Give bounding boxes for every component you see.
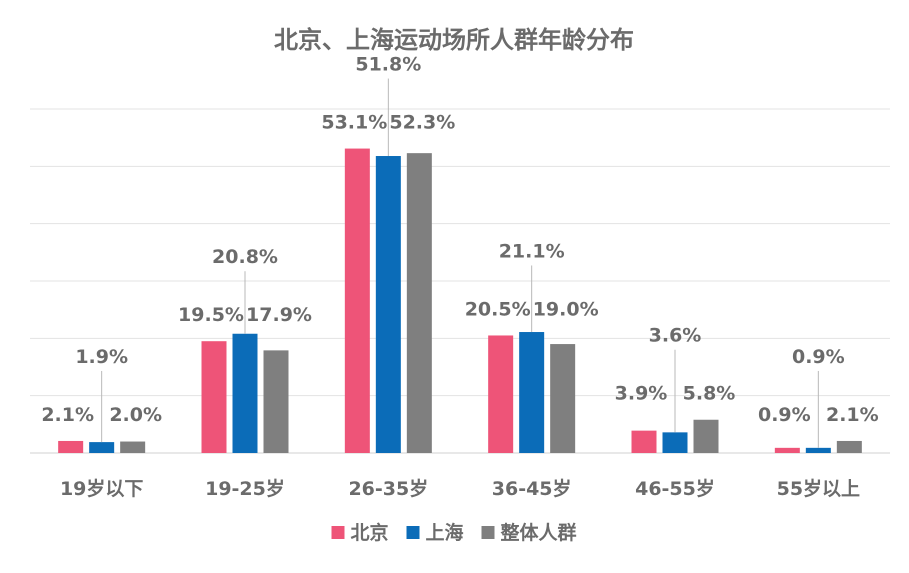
bar-整体人群-19-25岁 xyxy=(263,350,289,453)
data-label: 3.6% xyxy=(649,325,702,347)
data-label: 0.9% xyxy=(758,404,811,426)
data-label: 19.5% xyxy=(178,304,244,326)
bar-北京-19岁以下 xyxy=(58,440,84,453)
legend-label-上海: 上海 xyxy=(425,521,463,544)
data-label: 52.3% xyxy=(389,112,455,134)
legend-swatch-北京 xyxy=(331,526,345,539)
x-tick-label: 26-35岁 xyxy=(348,477,428,500)
data-label: 0.9% xyxy=(792,346,845,368)
legend: 北京 上海 整体人群 xyxy=(331,521,577,544)
data-label: 2.1% xyxy=(826,404,879,426)
bars xyxy=(58,148,862,453)
bar-整体人群-46-55岁 xyxy=(693,419,719,453)
legend-label-整体人群: 整体人群 xyxy=(501,521,577,544)
bar-整体人群-55岁以上 xyxy=(836,440,862,453)
bar-整体人群-19岁以下 xyxy=(120,441,146,453)
bar-北京-19-25岁 xyxy=(201,341,227,453)
data-labels: 2.1% 2.0% 1.9% 19.5% 17.9% 20.8% 53.1% 52.3% 51.… xyxy=(41,54,879,448)
data-label: 3.9% xyxy=(615,383,668,405)
data-label: 2.1% xyxy=(41,404,94,426)
bar-北京-46-55岁 xyxy=(631,430,657,453)
gridlines xyxy=(30,108,890,454)
bar-北京-26-35岁 xyxy=(344,148,370,453)
data-label: 5.8% xyxy=(683,383,736,405)
bar-上海-55岁以上 xyxy=(805,447,831,453)
bar-上海-46-55岁 xyxy=(662,432,688,453)
x-tick-label: 36-45岁 xyxy=(492,477,572,500)
legend-swatch-上海 xyxy=(406,526,420,539)
x-tick-label: 55岁以上 xyxy=(777,477,860,500)
bar-整体人群-26-35岁 xyxy=(406,153,432,453)
x-tick-label: 19-25岁 xyxy=(205,477,285,500)
bar-上海-19岁以下 xyxy=(89,442,115,453)
x-tick-label: 46-55岁 xyxy=(635,477,715,500)
data-label: 20.8% xyxy=(212,246,278,268)
bar-上海-36-45岁 xyxy=(519,332,545,453)
legend-label-北京: 北京 xyxy=(350,521,388,544)
bar-上海-26-35岁 xyxy=(375,156,401,453)
bar-上海-19-25岁 xyxy=(232,333,258,453)
bar-北京-55岁以上 xyxy=(774,447,800,453)
data-label: 1.9% xyxy=(75,346,128,368)
data-label: 51.8% xyxy=(355,54,421,76)
chart-title: 北京、上海运动场所人群年龄分布 xyxy=(274,26,634,54)
x-tick-label: 19岁以下 xyxy=(60,477,143,500)
data-label: 21.1% xyxy=(499,240,565,262)
legend-swatch-整体人群 xyxy=(481,526,495,539)
data-label: 2.0% xyxy=(109,404,162,426)
data-label: 19.0% xyxy=(533,298,599,320)
bar-整体人群-36-45岁 xyxy=(550,344,576,453)
x-axis-ticks: 19岁以下 19-25岁 26-35岁 36-45岁 46-55岁 55岁以上 xyxy=(60,477,860,500)
data-label: 53.1% xyxy=(321,112,387,134)
bar-北京-36-45岁 xyxy=(488,335,514,453)
data-label: 17.9% xyxy=(246,304,312,326)
data-label: 20.5% xyxy=(465,298,531,320)
